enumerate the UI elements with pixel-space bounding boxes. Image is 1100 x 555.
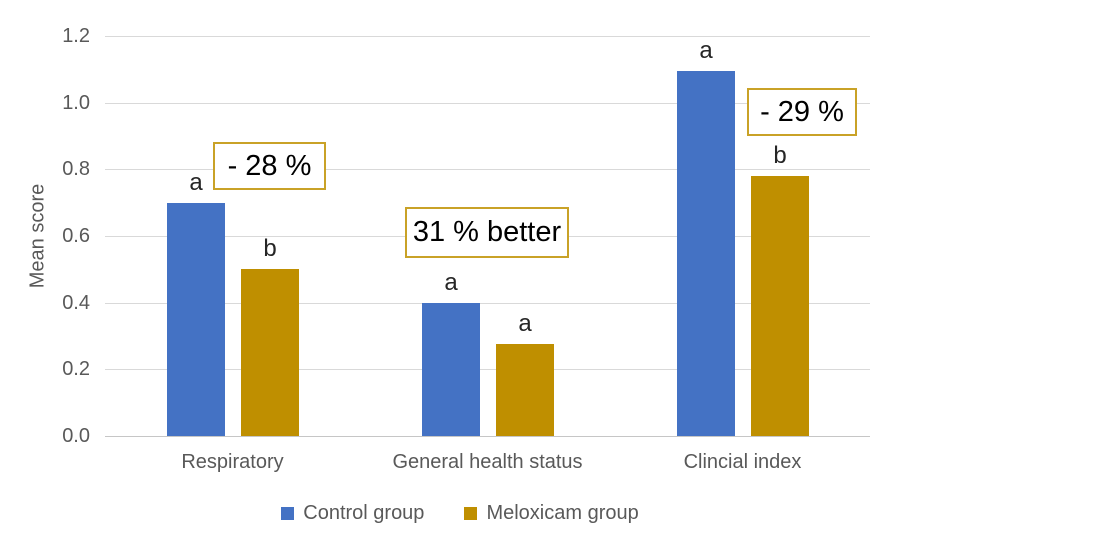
significance-letter: a: [444, 269, 458, 296]
y-tick-label: 1.0: [62, 92, 90, 114]
significance-letter: a: [699, 37, 713, 64]
gridline: [105, 103, 870, 104]
significance-letter: b: [263, 235, 277, 262]
y-tick-label: 0.0: [62, 425, 90, 447]
y-tick-label: 0.6: [62, 225, 90, 247]
significance-letter: a: [189, 169, 203, 196]
significance-letter: a: [518, 310, 532, 337]
y-tick-label: 0.4: [62, 292, 90, 314]
annotation-box: 31 % better: [405, 207, 569, 258]
bar-meloxicam-group: [496, 344, 554, 436]
y-tick-label: 1.2: [62, 25, 90, 47]
bar-control-group: [677, 71, 735, 436]
bar-meloxicam-group: [241, 269, 299, 436]
legend-item: Meloxicam group: [464, 501, 639, 525]
legend-label: Meloxicam group: [486, 501, 639, 524]
legend-label: Control group: [303, 501, 425, 524]
legend-swatch-icon: [464, 506, 478, 520]
x-axis-line: [105, 436, 870, 437]
category-label: Clincial index: [683, 451, 802, 473]
y-tick-label: 0.8: [62, 158, 90, 180]
gridline: [105, 369, 870, 370]
bar-control-group: [167, 203, 225, 436]
significance-letter: b: [773, 142, 787, 169]
legend-swatch-icon: [281, 506, 295, 520]
gridline: [105, 169, 870, 170]
bar-meloxicam-group: [751, 176, 809, 436]
gridline: [105, 36, 870, 37]
legend: Control group Meloxicam group: [0, 500, 920, 526]
legend-item: Control group: [281, 502, 424, 525]
category-label: Respiratory: [181, 451, 284, 473]
category-label: General health status: [392, 451, 583, 473]
annotation-box: - 29 %: [747, 88, 857, 136]
y-tick-label: 0.2: [62, 358, 90, 380]
gridline: [105, 303, 870, 304]
bar-control-group: [422, 303, 480, 436]
annotation-box: - 28 %: [213, 142, 326, 190]
